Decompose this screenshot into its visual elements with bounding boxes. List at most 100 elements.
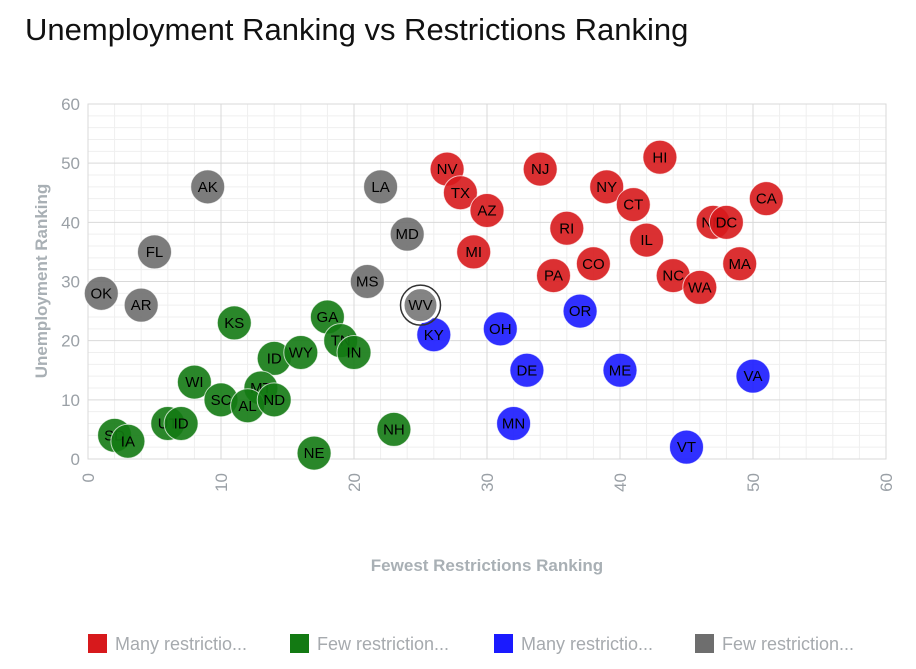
- data-point-TX[interactable]: [442, 175, 478, 211]
- data-label: AZ: [477, 203, 496, 220]
- series-3: AK LA MD FL MS OK AR WV: [83, 169, 442, 326]
- data-label: RI: [559, 220, 574, 237]
- data-label: MS: [356, 274, 379, 291]
- x-axis-title: Fewest Restrictions Ranking: [371, 556, 603, 575]
- data-point-ID[interactable]: [163, 406, 199, 441]
- data-point-WI[interactable]: [176, 364, 212, 400]
- data-point-OK[interactable]: [83, 275, 119, 311]
- data-point-PA[interactable]: [536, 258, 571, 294]
- data-point-ME[interactable]: [602, 352, 638, 388]
- data-point-DE[interactable]: [509, 352, 545, 388]
- data-label: NC: [662, 268, 684, 285]
- data-label: IL: [640, 232, 653, 249]
- axis-ticks: 0 10 20 30 40 50 60 0 10 20 30 40 50 60: [61, 95, 896, 492]
- data-label: NH: [383, 421, 405, 438]
- data-point-NE[interactable]: [296, 435, 332, 471]
- legend-swatch-blue: [494, 634, 513, 653]
- y-tick-label: 30: [61, 273, 80, 292]
- data-label: AR: [131, 297, 152, 314]
- data-point-AR[interactable]: [123, 287, 159, 323]
- data-point-FL[interactable]: [137, 234, 172, 270]
- data-label: ND: [263, 392, 285, 409]
- data-point-OH[interactable]: [482, 311, 518, 347]
- data-point-HI[interactable]: [642, 139, 678, 175]
- data-label: MI: [465, 244, 482, 261]
- data-label: MN: [502, 416, 525, 433]
- data-point-AK[interactable]: [190, 169, 226, 205]
- series-0: NVNJHINYTXCTAZCARIILNMMIPACOMANCWADC: [429, 139, 784, 305]
- legend-label: Few restriction...: [317, 634, 450, 654]
- data-point-KY[interactable]: [416, 317, 452, 353]
- data-label: FL: [146, 244, 164, 261]
- highlight-ring: [399, 284, 442, 326]
- x-tick-label: 30: [478, 473, 497, 492]
- data-label: PA: [544, 268, 563, 285]
- data-label: OK: [90, 285, 112, 302]
- y-tick-label: 40: [61, 213, 80, 232]
- x-tick-label: 40: [611, 473, 630, 492]
- data-label: NV: [437, 161, 458, 178]
- y-tick-label: 10: [61, 391, 80, 410]
- data-label: CT: [623, 197, 643, 214]
- data-point-IA[interactable]: [110, 423, 146, 459]
- data-label: VT: [677, 439, 696, 456]
- data-label: MA: [728, 256, 751, 273]
- data-point-OR[interactable]: [562, 293, 598, 329]
- data-point-NJ[interactable]: [522, 151, 558, 187]
- data-label: WV: [408, 297, 432, 314]
- data-point-MD[interactable]: [389, 216, 425, 252]
- y-axis-title: Unemployment Ranking: [32, 184, 51, 379]
- data-label: ID: [174, 416, 189, 433]
- data-label: TX: [451, 185, 470, 202]
- data-point-LA[interactable]: [363, 169, 399, 205]
- data-label: HI: [652, 149, 667, 166]
- data-label: DC: [716, 214, 738, 231]
- data-point-MI[interactable]: [456, 234, 492, 270]
- data-label: ID: [267, 350, 282, 367]
- data-point-IN[interactable]: [336, 335, 372, 370]
- data-point-MN[interactable]: [496, 406, 532, 441]
- legend: Many restrictio... Few restriction... Ma…: [88, 632, 888, 656]
- data-label: DE: [516, 362, 537, 379]
- legend-label: Many restrictio...: [115, 634, 248, 654]
- data-point-DC[interactable]: [708, 204, 744, 240]
- data-point-MA[interactable]: [722, 246, 758, 282]
- data-point-WV[interactable]: [402, 287, 439, 324]
- x-tick-label: 60: [877, 473, 896, 492]
- x-tick-label: 10: [212, 473, 231, 492]
- data-label: KS: [224, 315, 244, 332]
- data-label: MD: [396, 226, 419, 243]
- data-label: CA: [756, 191, 777, 208]
- data-point-WA[interactable]: [682, 269, 718, 305]
- data-point-RI[interactable]: [549, 210, 585, 246]
- data-point-VA[interactable]: [735, 358, 771, 394]
- data-label: KY: [424, 327, 444, 344]
- data-point-WY[interactable]: [283, 335, 319, 370]
- series-1: KSGATNIDWYINWIMTSCALNDUTIDNHSDIANE: [97, 299, 412, 471]
- data-point-VT[interactable]: [669, 429, 704, 465]
- data-label: GA: [317, 309, 339, 326]
- data-label: WA: [688, 279, 712, 296]
- data-label: WY: [289, 345, 313, 362]
- data-label: OH: [489, 321, 512, 338]
- legend-swatch-green: [290, 634, 309, 653]
- legend-label: Many restrictio...: [521, 634, 654, 654]
- data-point-CA[interactable]: [748, 181, 784, 217]
- legend-swatch-red: [88, 634, 107, 653]
- data-point-CT[interactable]: [615, 187, 651, 223]
- y-tick-label: 60: [61, 95, 80, 114]
- data-points: NVNJHINYTXCTAZCARIILNMMIPACOMANCWADCKSGA…: [83, 139, 784, 471]
- data-point-AZ[interactable]: [469, 193, 505, 228]
- legend-swatch-gray: [695, 634, 714, 653]
- y-tick-label: 50: [61, 154, 80, 173]
- series-2: OR OH KY DE ME VA MN VT: [416, 293, 771, 465]
- data-point-NY[interactable]: [589, 169, 625, 205]
- data-point-CO[interactable]: [575, 246, 611, 282]
- data-point-NH[interactable]: [376, 411, 412, 447]
- data-point-ND[interactable]: [256, 382, 292, 418]
- data-point-MS[interactable]: [349, 264, 385, 299]
- data-point-KS[interactable]: [216, 305, 252, 341]
- data-label: NJ: [531, 161, 549, 178]
- data-point-IL[interactable]: [629, 222, 665, 258]
